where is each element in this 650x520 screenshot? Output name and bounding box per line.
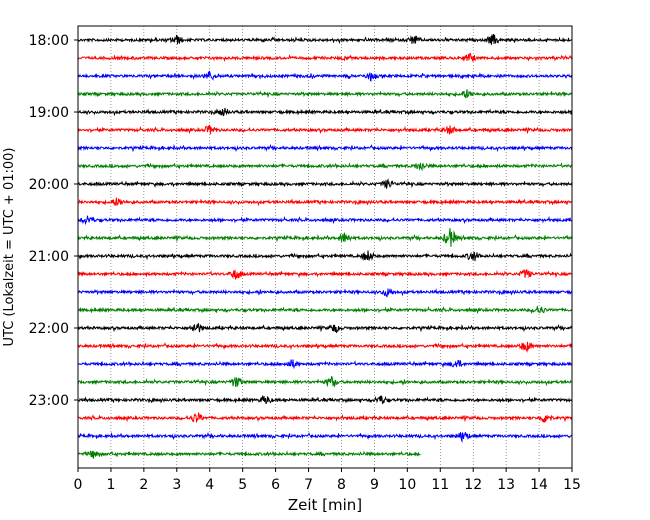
x-tick-label-5: 5 [238, 477, 247, 493]
x-tick-label-8: 8 [337, 477, 346, 493]
trace-row-1945 [77, 162, 573, 172]
trace-row-1915 [77, 124, 573, 135]
x-tick-label-7: 7 [304, 477, 313, 493]
y-axis-label: UTC (Lokalzeit = UTC + 01:00) [2, 148, 17, 347]
seismogram-traces [77, 34, 573, 459]
trace-row-2115 [77, 268, 573, 280]
trace-row-2015 [77, 197, 573, 207]
trace-row-2345 [77, 450, 421, 459]
trace-row-1800 [77, 34, 573, 45]
x-tick-label-4: 4 [205, 477, 214, 493]
y-tick-label-3: 21:00 [29, 249, 69, 265]
x-tick-label-14: 14 [530, 477, 548, 493]
plot-frame [77, 25, 573, 469]
y-tick-label-5: 23:00 [29, 393, 69, 409]
x-axis-ticks: 0 1 2 3 4 5 6 7 8 9 10 11 12 13 14 15 [74, 468, 581, 493]
y-tick-label-2: 20:00 [29, 177, 69, 193]
x-tick-label-10: 10 [398, 477, 416, 493]
trace-row-1900 [77, 107, 573, 117]
y-tick-label-1: 19:00 [29, 105, 69, 121]
trace-row-2245 [77, 375, 573, 388]
trace-row-1845 [77, 89, 573, 99]
trace-row-2045 [77, 228, 573, 247]
x-axis-label: Zeit [min] [288, 496, 362, 514]
vertical-grid-lines [110, 26, 540, 468]
trace-row-2230 [77, 359, 572, 370]
y-axis-ticks: 18:00 19:00 20:00 21:00 22:00 23:00 [29, 33, 78, 409]
trace-row-1830 [77, 70, 573, 82]
trace-row-1930 [77, 143, 573, 153]
trace-row-2000 [77, 178, 573, 189]
trace-row-2300 [77, 394, 573, 405]
y-tick-label-0: 18:00 [29, 33, 69, 49]
trace-row-2030 [77, 215, 573, 226]
x-tick-label-13: 13 [497, 477, 515, 493]
trace-row-2330 [77, 431, 573, 443]
x-tick-label-0: 0 [74, 477, 83, 493]
x-tick-label-2: 2 [139, 477, 148, 493]
x-tick-label-11: 11 [431, 477, 449, 493]
trace-row-2200 [77, 322, 573, 334]
x-tick-label-12: 12 [464, 477, 482, 493]
x-tick-label-6: 6 [271, 477, 280, 493]
trace-row-2100 [77, 250, 573, 262]
y-tick-label-4: 22:00 [29, 321, 69, 337]
x-tick-label-9: 9 [370, 477, 379, 493]
x-tick-label-3: 3 [172, 477, 181, 493]
trace-row-2145 [77, 305, 573, 315]
x-tick-label-15: 15 [563, 477, 581, 493]
trace-row-2315 [77, 411, 573, 423]
trace-row-2215 [77, 341, 573, 353]
x-tick-label-1: 1 [106, 477, 115, 493]
trace-row-2130 [77, 288, 573, 298]
trace-row-1815 [77, 52, 573, 63]
